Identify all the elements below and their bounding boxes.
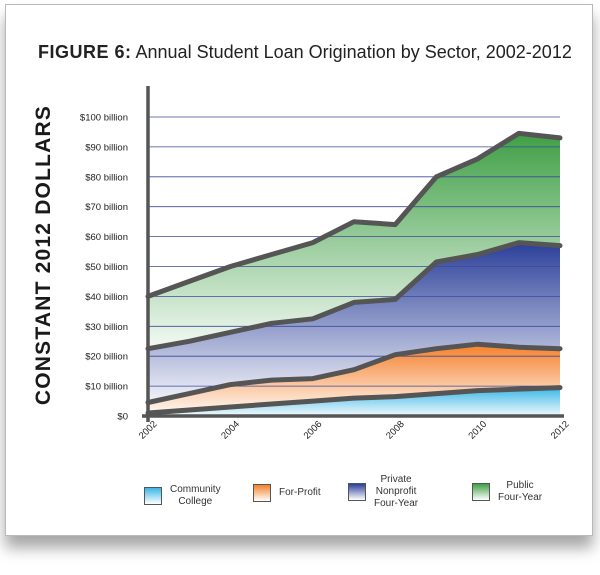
y-tick-label: $50 billion — [85, 262, 128, 273]
y-tick-label: $60 billion — [85, 232, 128, 243]
x-tick-label: 2004 — [219, 419, 242, 442]
area-for-profit — [148, 344, 560, 413]
figure-title-text: Annual Student Loan Origination by Secto… — [131, 42, 572, 62]
y-tick-label: $30 billion — [85, 322, 128, 333]
legend-swatch-community-college — [144, 487, 162, 505]
area-public-four-year — [148, 133, 560, 349]
y-tick-label: $0 — [117, 412, 128, 423]
series-line-public-four-year — [145, 130, 563, 299]
legend-item-private-nonprofit: Private Nonprofit Four-Year — [348, 474, 418, 510]
y-tick-label: $80 billion — [85, 172, 128, 183]
chart-areas — [148, 133, 560, 416]
legend-label-community-college: Community College — [170, 484, 221, 507]
series-line-for-profit — [145, 341, 563, 405]
legend-label-for-profit: For-Profit — [279, 487, 321, 498]
y-tick-labels: $0 $10 billion $20 billion $30 billion $40 b… — [80, 113, 128, 423]
area-community-college — [148, 387, 560, 416]
y-tick-label: $40 billion — [85, 292, 128, 303]
series-line-community-college — [145, 385, 563, 416]
legend-label-public-four-year: Public Four-Year — [498, 480, 543, 503]
chart-title: FIGURE 6: Annual Student Loan Originatio… — [38, 42, 572, 63]
legend-label-private-nonprofit: Private Nonprofit Four-Year — [374, 474, 419, 509]
chart-gridlines — [148, 116, 560, 387]
x-tick-label: 2002 — [137, 419, 160, 442]
legend-item-for-profit: For-Profit — [253, 484, 321, 502]
legend-swatch-for-profit — [253, 484, 271, 502]
y-tick-label: $90 billion — [85, 142, 128, 153]
area-private-nonprofit — [148, 242, 560, 403]
chart-series-lines — [145, 130, 563, 416]
y-tick-label: $100 billion — [80, 113, 128, 124]
x-tick-label: 2012 — [549, 419, 572, 442]
y-tick-label: $10 billion — [85, 382, 128, 393]
legend-item-community-college: Community College — [144, 484, 221, 508]
y-tick-label: $70 billion — [85, 202, 128, 213]
legend-swatch-private-nonprofit — [348, 483, 366, 501]
figure-number: FIGURE 6: — [38, 42, 132, 62]
legend-swatch-public-four-year — [472, 483, 490, 501]
legend-item-public-four-year: Public Four-Year — [472, 480, 542, 504]
x-tick-label: 2008 — [384, 419, 407, 442]
series-line-private-nonprofit — [145, 240, 563, 352]
x-tick-label: 2006 — [302, 419, 325, 442]
chart-axes — [142, 86, 564, 422]
x-tick-labels: 2002 2004 2006 2008 2010 2012 — [137, 419, 572, 442]
x-tick-label: 2010 — [466, 419, 489, 442]
y-tick-label: $20 billion — [85, 352, 128, 363]
